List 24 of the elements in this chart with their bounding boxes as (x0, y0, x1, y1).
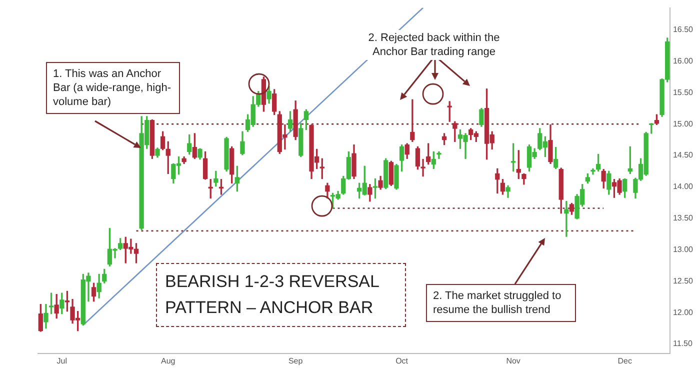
y-tick-label: 15.00 (672, 119, 694, 128)
x-tick-label: Sep (288, 356, 304, 366)
y-tick-label: 12.00 (672, 308, 694, 317)
annotation: 2. The market struggled to resume the bullish trend (426, 284, 576, 322)
y-tick-label: 13.50 (672, 214, 694, 223)
y-tick-label: 16.00 (672, 56, 694, 66)
candlestick (564, 201, 569, 237)
annotation: 2. Rejected back within the Anchor Bar trading range (352, 30, 516, 60)
x-tick-label: Jul (56, 356, 68, 366)
x-tick-label: Oct (396, 356, 409, 366)
y-tick-label: 13.00 (672, 244, 694, 254)
y-tick-label: 14.50 (672, 150, 694, 160)
x-tick-label: Dec (618, 356, 632, 366)
y-tick-label: 14.00 (672, 182, 694, 192)
text: BEARISH 1-2-3 REVERSAL PATTERN – ANCHOR BAR (156, 263, 406, 327)
x-tick-label: Aug (160, 356, 176, 366)
y-tick-label: 12.50 (672, 276, 694, 286)
y-tick-label: 15.50 (672, 88, 694, 97)
x-tick-label: Nov (506, 356, 520, 366)
annotation: 1. This was an Anchor Bar (a wide-range, high-volume bar) (46, 62, 180, 114)
y-tick-label: 16.50 (672, 24, 694, 34)
y-tick-label: 11.50 (672, 339, 693, 348)
candlestick (420, 158, 426, 177)
candlestick (436, 151, 442, 159)
